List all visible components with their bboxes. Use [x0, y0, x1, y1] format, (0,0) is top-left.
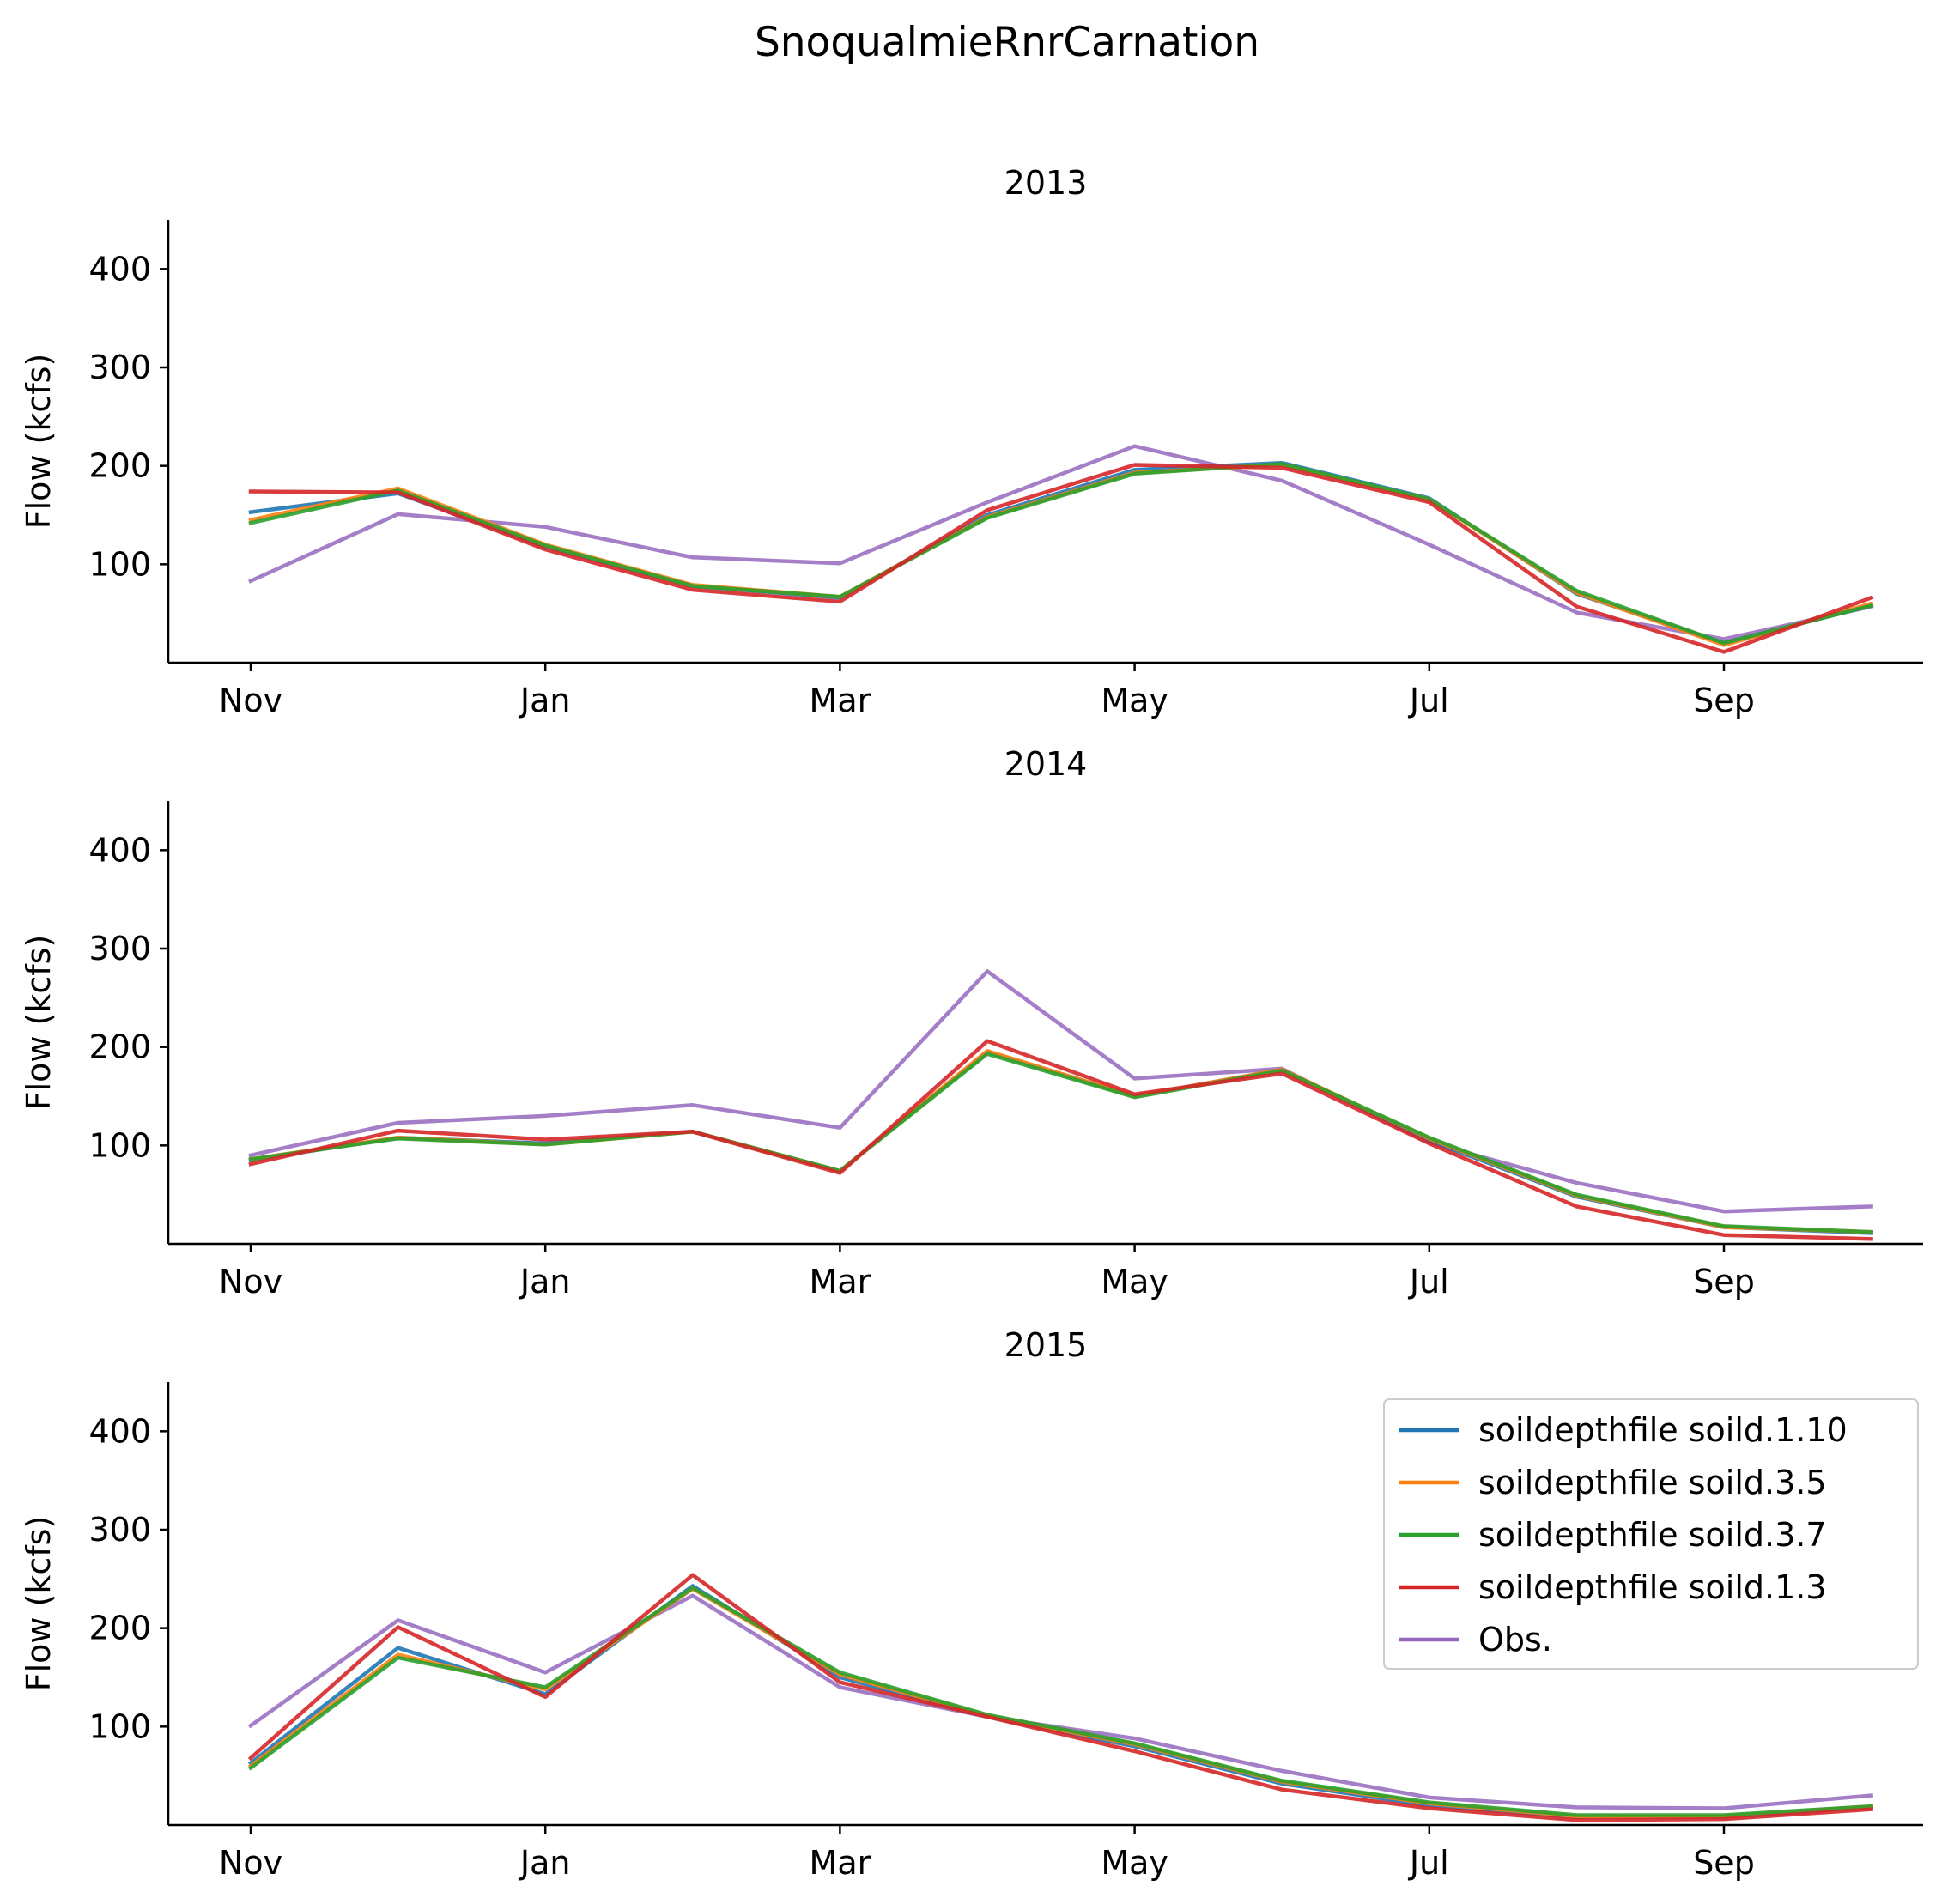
series-line-soildepthfile-soild-1-3	[248, 463, 1874, 654]
panel-2014: 2014 100 200 300 400 Nov Jan Mar May Jul Sep Flow (…	[20, 745, 1923, 1301]
y-tick-label: 200	[88, 1028, 151, 1066]
y-tick-label: 400	[88, 250, 151, 288]
x-tick-label: Sep	[1693, 1844, 1755, 1882]
series-line-soildepthfile-soild-1-10	[248, 460, 1874, 646]
y-tick-label: 300	[88, 349, 151, 386]
series-line-soildepthfile-soild-1-3	[247, 1573, 1873, 1822]
x-tick-label: Jan	[519, 682, 571, 719]
panel-title: 2014	[1004, 745, 1088, 783]
x-tick-label: Nov	[219, 682, 282, 719]
x-tick-label: Jul	[1408, 1263, 1449, 1301]
legend-label: soildepthfile soild.1.3	[1478, 1568, 1827, 1606]
x-tick-label: Nov	[219, 1263, 282, 1301]
x-tick-label: May	[1101, 682, 1168, 719]
panel-title: 2013	[1004, 164, 1088, 202]
x-tick-label: Mar	[810, 682, 871, 719]
legend-label: soildepthfile soild.3.7	[1478, 1516, 1827, 1554]
y-tick-label: 300	[88, 930, 151, 967]
y-tick-label: 100	[88, 545, 151, 583]
panel-2013: 2013 100 200 300 400 Nov Jan Mar May Jul Sep Flow (…	[20, 164, 1923, 719]
series-line-soildepthfile-soild-3-7	[247, 1586, 1873, 1817]
x-tick-label: May	[1101, 1263, 1168, 1301]
series-line-soildepthfile-soild-3-7	[248, 1052, 1873, 1234]
y-tick-label: 400	[88, 831, 151, 869]
x-tick-label: Sep	[1693, 1263, 1755, 1301]
x-tick-label: Jan	[519, 1844, 571, 1882]
y-axis-label: Flow (kcfs)	[20, 1516, 58, 1692]
x-tick-label: Jan	[519, 1263, 571, 1301]
y-axis-label: Flow (kcfs)	[20, 935, 58, 1111]
series-line-obs-	[248, 969, 1873, 1214]
series-line-soildepthfile-soild-3-7	[248, 462, 1874, 646]
series-line-obs-	[248, 444, 1874, 641]
panel-2015: 2015 100 200 300 400 Nov Jan Mar May Jul Sep Flow (…	[20, 1326, 1923, 1882]
x-tick-label: Jul	[1408, 682, 1449, 719]
x-tick-label: May	[1101, 1844, 1168, 1882]
y-tick-label: 100	[88, 1126, 151, 1164]
legend-frame	[1383, 1398, 1919, 1670]
series-line-soildepthfile-soild-1-3	[248, 1039, 1873, 1241]
legend-label: Obs.	[1478, 1621, 1552, 1658]
legend-label: soildepthfile soild.3.5	[1478, 1464, 1827, 1501]
x-tick-label: Sep	[1693, 682, 1755, 719]
y-tick-label: 300	[88, 1511, 151, 1549]
y-tick-label: 200	[88, 447, 151, 485]
legend: soildepthfile soild.1.10 soildepthfile so…	[1383, 1398, 1919, 1670]
x-tick-label: Mar	[810, 1844, 871, 1882]
y-tick-label: 400	[88, 1412, 151, 1450]
y-tick-label: 100	[88, 1707, 151, 1745]
x-tick-label: Jul	[1408, 1844, 1449, 1882]
y-axis-label: Flow (kcfs)	[20, 354, 58, 530]
legend-label: soildepthfile soild.1.10	[1478, 1411, 1848, 1449]
x-tick-label: Mar	[810, 1263, 871, 1301]
y-tick-label: 200	[88, 1610, 151, 1647]
x-tick-label: Nov	[219, 1844, 282, 1882]
panel-title: 2015	[1004, 1326, 1088, 1364]
figure-title: SnoqualmieRnrCarnation	[755, 19, 1259, 66]
